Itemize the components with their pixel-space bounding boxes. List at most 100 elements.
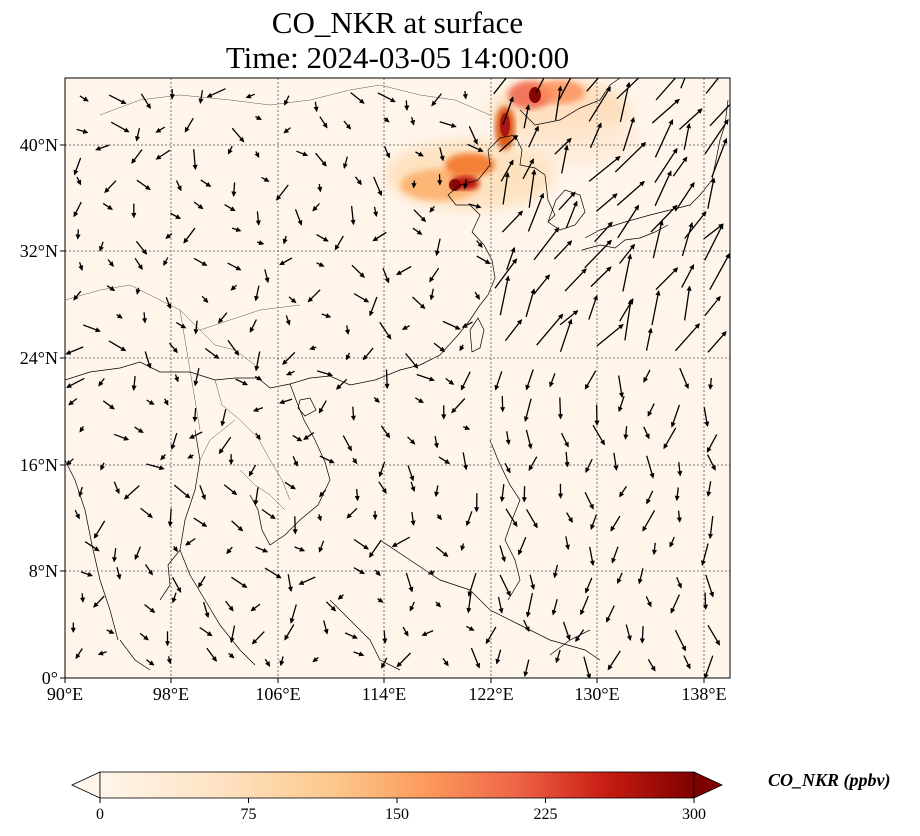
wind-vector-arrowhead [451,407,457,414]
wind-vector-arrowhead [611,557,617,564]
wind-vector-arrowhead [570,191,576,197]
wind-vector-arrowhead [334,244,340,251]
wind-vector-arrowhead [245,93,252,99]
wind-vector-arrowhead [596,122,602,129]
wind-vector-arrowhead [211,656,218,662]
wind-vector-arrowhead [694,323,701,329]
wind-vector-arrowhead [734,96,738,100]
wind-vector-arrowhead [319,491,325,498]
wind-vector-arrowhead [172,347,178,354]
wind-vector-arrowhead [386,333,392,340]
wind-vector-arrowhead [82,128,89,134]
wind-vector-arrowhead [78,265,84,271]
wind-vector [622,117,635,152]
y-tick-label: 16°N [19,455,58,475]
wind-vector-arrowhead [347,445,352,452]
wind-vector-arrowhead [528,465,534,471]
x-tick-label: 130°E [574,684,620,704]
colorbar-extend-high [693,771,723,799]
wind-vector-arrowhead [551,609,557,616]
wind-vector [617,205,640,239]
wind-vector-arrowhead [114,488,120,495]
wind-vector-arrowhead [235,265,242,271]
wind-vector-arrowhead [264,277,270,284]
wind-vector-arrowhead [434,250,440,257]
wind-vector-arrowhead [505,275,510,282]
wind-vector-arrowhead [580,609,585,616]
wind-vector-arrowhead [229,206,236,212]
wind-vector [584,240,612,269]
wind-vector-arrowhead [302,151,309,157]
wind-vector [525,289,535,318]
wind-vector-arrowhead [516,319,523,325]
wind-vector-arrowhead [584,383,590,390]
wind-vector-arrowhead [265,661,271,667]
wind-vector-arrowhead [108,261,114,267]
wind-vector-arrowhead [312,205,318,212]
wind-vector-arrowhead [512,521,518,528]
wind-vector-arrowhead [459,345,465,352]
wind-vector-arrowhead [557,414,563,420]
wind-vector-arrowhead [286,370,292,376]
wind-vector-arrowhead [385,152,391,159]
wind-vector-arrowhead [73,169,79,176]
wind-vector [655,267,678,291]
wind-vector-arrowhead [704,421,710,428]
wind-vector [616,181,645,206]
wind-vector-arrowhead [674,98,680,105]
wind-vector [683,286,691,321]
wind-vector-arrowhead [142,318,148,324]
wind-vector-arrowhead [625,81,631,88]
wind-vector-arrowhead [460,384,466,391]
wind-vector [619,82,630,123]
wind-vector [652,220,663,259]
wind-vector-arrowhead [292,529,298,535]
wind-vector [565,201,578,229]
wind-vector [590,266,612,288]
wind-vector-arrowhead [218,448,224,455]
wind-vector [589,123,602,149]
wind-vector-arrowhead [167,521,173,527]
colorbar [71,771,723,803]
wind-vector-arrowhead [672,147,678,154]
wind-vector-arrowhead [629,243,636,250]
wind-vector-arrowhead [70,627,76,633]
wind-vector-arrowhead [166,303,172,310]
wind-vector-arrowhead [143,635,149,641]
wind-vector-arrowhead [564,441,569,448]
wind-vector-arrowhead [354,495,360,502]
wind-vector [624,300,632,341]
wind-vector-arrowhead [640,142,647,148]
wind-vector [674,323,700,352]
wind-vector-arrowhead [474,507,480,513]
wind-vector-arrowhead [725,65,729,69]
wind-vector-arrowhead [299,546,306,552]
wind-vector-arrowhead [498,608,504,614]
wind-vector-arrowhead [434,491,440,498]
colorbar-tick-label: 75 [240,806,257,823]
wind-vector-arrowhead [352,634,358,639]
wind-vector-arrowhead [163,260,168,267]
wind-vector-arrowhead [75,234,81,240]
wind-vector-arrowhead [287,586,293,593]
wind-vector-arrowhead [359,569,366,575]
wind-vector [493,78,507,95]
wind-vector-arrowhead [134,554,140,561]
wind-vector [704,224,724,261]
wind-vector-arrowhead [429,207,435,213]
wind-vector-arrowhead [307,296,313,303]
wind-vector-arrowhead [80,597,86,603]
wind-vector-arrowhead [375,570,381,577]
country-borders [65,84,491,511]
wind-vector-arrowhead [99,245,104,252]
wind-vector-arrowhead [183,237,189,244]
wind-vector [554,86,562,121]
wind-vector-arrowhead [723,118,729,125]
wind-vector-arrowhead [377,597,384,603]
wind-vector-arrowhead [688,221,694,228]
wind-vector-arrowhead [639,180,645,187]
wind-vector-arrowhead [532,522,538,529]
wind-vector-arrowhead [317,515,322,522]
wind-vector-arrowhead [463,183,468,190]
